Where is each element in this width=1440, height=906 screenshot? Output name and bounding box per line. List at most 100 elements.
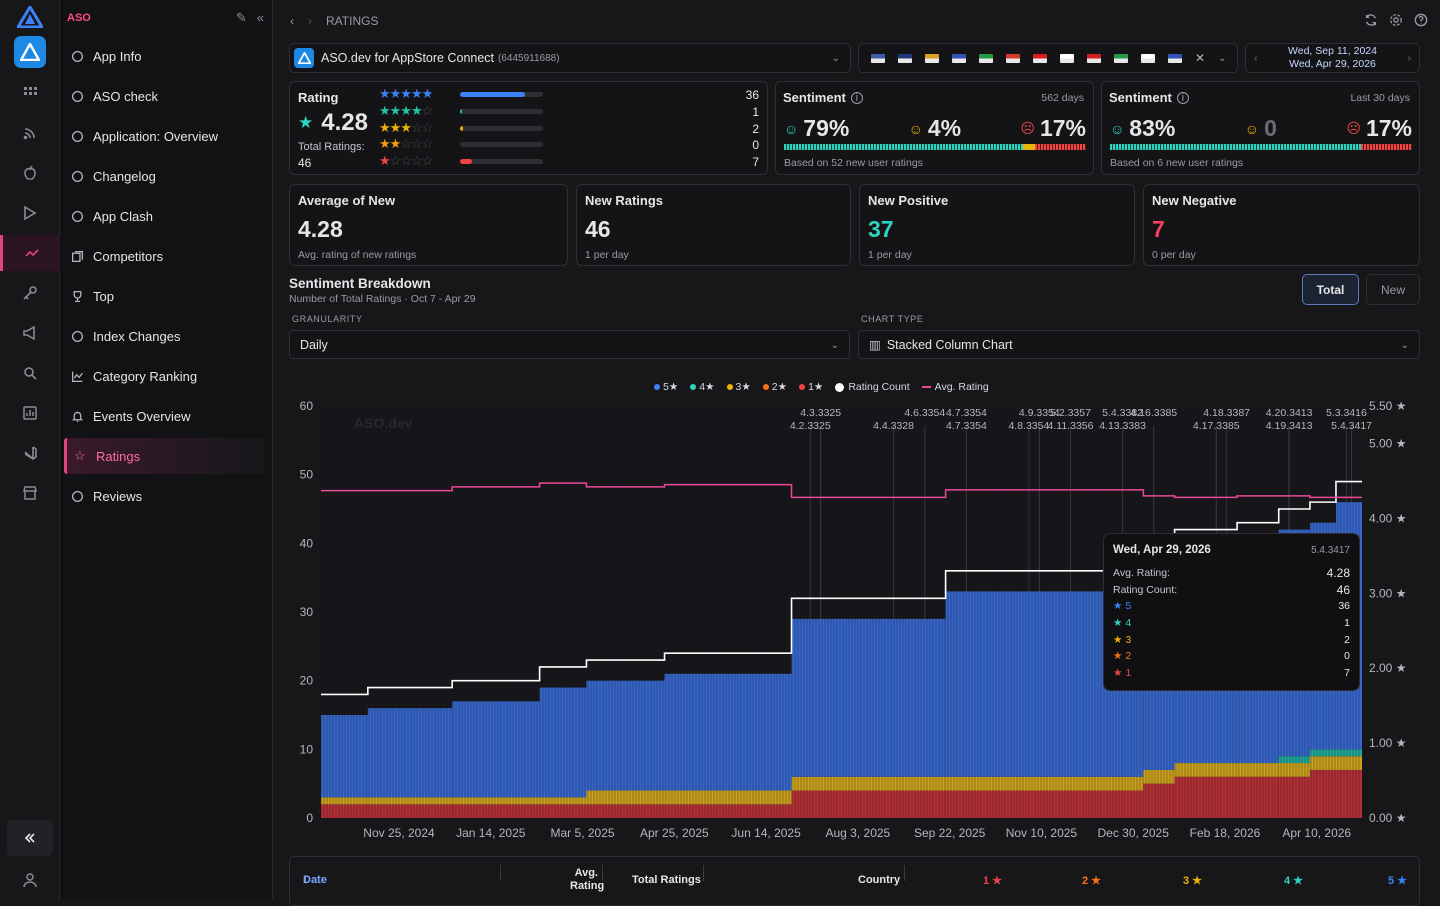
sidebar-item-events-overview[interactable]: Events Overview: [64, 398, 264, 434]
sidebar-item-changelog[interactable]: Changelog: [64, 158, 264, 194]
y-tick-label: 0: [306, 811, 313, 825]
col-avg-rating[interactable]: Avg. Rating: [570, 867, 605, 892]
col-4star[interactable]: 4 ★: [1284, 875, 1304, 887]
sidebar-item-aso-check[interactable]: ASO check: [64, 78, 264, 114]
col-5star[interactable]: 5 ★: [1388, 875, 1408, 887]
col-3star[interactable]: 3 ★: [1183, 875, 1203, 887]
date-range-picker[interactable]: ‹ Wed, Sep 11, 2024 Wed, Apr 29, 2026 ›: [1245, 43, 1420, 73]
user-icon[interactable]: [0, 862, 60, 898]
legend-item[interactable]: Rating Count: [835, 381, 910, 393]
megaphone-icon[interactable]: [0, 315, 60, 351]
col-country[interactable]: Country: [858, 874, 901, 886]
forward-icon[interactable]: ›: [308, 14, 312, 28]
sidebar-item-app-info[interactable]: App Info: [64, 38, 264, 74]
aso-logo-icon[interactable]: [15, 4, 45, 33]
date-start: Wed, Sep 11, 2024: [1288, 45, 1377, 57]
chevron-down-icon: ⌄: [830, 340, 839, 351]
country-flag-icon[interactable]: [1168, 53, 1182, 63]
toggle-new-button[interactable]: New: [1366, 274, 1420, 305]
sidebar-item-competitors[interactable]: Competitors: [64, 238, 264, 274]
country-flag-icon[interactable]: [952, 53, 966, 63]
edit-icon[interactable]: ✎: [235, 10, 247, 25]
country-flag-icon[interactable]: [1006, 53, 1020, 63]
legend-item[interactable]: 5★: [654, 381, 678, 393]
report-icon[interactable]: [0, 395, 60, 431]
gear-icon[interactable]: [1389, 13, 1403, 27]
country-flag-icon[interactable]: [1033, 53, 1047, 63]
rating-bar: [460, 108, 543, 114]
prev-range-icon[interactable]: ‹: [1254, 52, 1258, 64]
check-circle-icon: [71, 90, 84, 103]
country-flag-icon[interactable]: [1087, 53, 1101, 63]
legend-item[interactable]: 2★: [762, 381, 787, 393]
legend-item[interactable]: 3★: [726, 381, 751, 393]
country-flag-icon[interactable]: [1060, 53, 1074, 63]
play-icon[interactable]: [0, 195, 60, 231]
search-keyword-icon[interactable]: [0, 355, 60, 391]
app-icon[interactable]: [14, 36, 46, 68]
col-total-ratings[interactable]: Total Ratings: [632, 874, 701, 886]
analytics-icon[interactable]: [0, 235, 60, 271]
legend-item[interactable]: 1★: [799, 381, 823, 393]
granularity-select[interactable]: Daily ⌄: [289, 330, 850, 359]
collapse-sidebar-icon[interactable]: «: [256, 10, 264, 25]
app-selector[interactable]: ASO.dev for AppStore Connect (6445911688…: [289, 43, 851, 73]
x-tick-label: Nov 25, 2024: [363, 826, 435, 840]
chevron-down-icon: ⌄: [1400, 340, 1409, 351]
star-icon: ★: [1113, 633, 1126, 646]
apple-icon[interactable]: [0, 155, 60, 191]
rating-value: 4.28: [321, 109, 368, 136]
col-date[interactable]: Date ↓: [303, 874, 327, 886]
legend-label: 5★: [663, 381, 679, 393]
country-flag-icon[interactable]: [925, 53, 939, 63]
star-icon: ★: [298, 113, 314, 132]
store-icon[interactable]: [0, 475, 60, 511]
bar-segment-1star: [1237, 776, 1279, 818]
sidebar-item-index-changes[interactable]: Index Changes: [64, 318, 264, 354]
sidebar-item-category-ranking[interactable]: Category Ranking: [64, 358, 264, 394]
sidebar-item-top[interactable]: Top: [64, 278, 264, 314]
col-1star[interactable]: 1 ★: [983, 875, 1003, 887]
country-flag-icon[interactable]: [1141, 53, 1155, 63]
chart-type-select[interactable]: ▥ Stacked Column Chart ⌄: [858, 330, 1420, 359]
tooltip-avg-label: Avg. Rating:: [1113, 567, 1171, 580]
bar-segment-3star: [367, 797, 453, 805]
bar-segment-3star: [664, 790, 792, 805]
info-icon[interactable]: i: [850, 91, 863, 104]
sidebar-item-ratings[interactable]: ☆ Ratings: [64, 438, 264, 474]
sidebar-item-application-overview[interactable]: Application: Overview: [64, 118, 264, 154]
help-icon[interactable]: [1414, 13, 1428, 27]
sidebar-item-reviews[interactable]: Reviews: [64, 478, 264, 514]
legend-item[interactable]: Avg. Rating: [921, 381, 989, 393]
col-2star[interactable]: 2 ★: [1082, 875, 1102, 887]
info-icon[interactable]: i: [1176, 91, 1189, 104]
legend-label: 1★: [808, 381, 824, 393]
chevron-down-icon[interactable]: ⌄: [1218, 52, 1227, 64]
stat-title: New Positive: [868, 193, 949, 208]
country-flag-icon[interactable]: [898, 53, 912, 63]
country-flag-icon[interactable]: [1114, 53, 1128, 63]
country-selector[interactable]: ✕ ⌄: [858, 43, 1238, 73]
tooltip-count-label: Rating Count:: [1113, 583, 1178, 596]
country-flag-icon[interactable]: [871, 53, 885, 63]
toggle-total-button[interactable]: Total: [1302, 274, 1359, 305]
y2-tick-label: 5.00 ★: [1369, 436, 1406, 450]
vscode-icon[interactable]: [0, 435, 60, 471]
ratings-table-header: Date ↓ Avg. Rating Total Ratings Country…: [289, 856, 1420, 906]
sidebar-item-label: Application: Overview: [93, 128, 218, 144]
clear-countries-icon[interactable]: ✕: [1195, 51, 1206, 65]
collapse-rail-icon[interactable]: [7, 820, 53, 856]
key-icon[interactable]: [0, 275, 60, 311]
next-range-icon[interactable]: ›: [1407, 52, 1412, 64]
rss-icon[interactable]: [0, 115, 60, 151]
legend-item[interactable]: 4★: [690, 381, 715, 393]
country-flag-icon[interactable]: [979, 53, 993, 63]
rating-card: Rating ★ 4.28 Total Ratings: 46 ★★★★★ 36 ★…: [289, 81, 768, 175]
refresh-icon[interactable]: [1364, 13, 1378, 27]
sidebar-item-app-clash[interactable]: App Clash: [64, 198, 264, 234]
chart-type-value: Stacked Column Chart: [886, 337, 1013, 352]
grid-icon[interactable]: [0, 75, 60, 111]
star-row-icon: ★★☆☆☆: [379, 136, 433, 152]
trophy-icon: [71, 290, 84, 303]
back-icon[interactable]: ‹: [290, 14, 294, 28]
